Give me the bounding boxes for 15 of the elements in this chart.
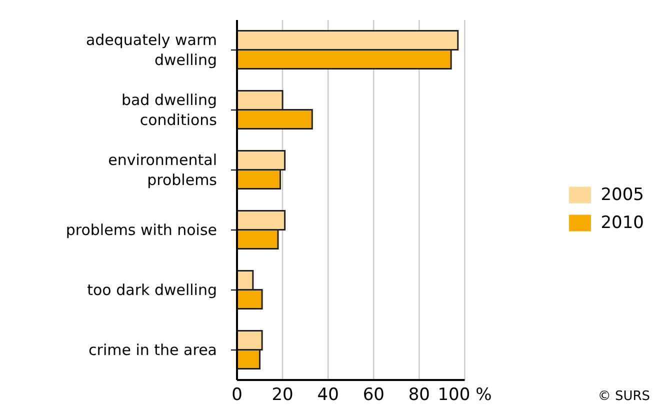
x-tick-label: 60 (362, 385, 384, 406)
y-tick-label: bad dwelling conditions (121, 91, 218, 129)
y-tick-label: crime in the area (88, 341, 217, 359)
legend-label: 2010 (600, 213, 644, 233)
y-tick-label: too dark dwelling (87, 281, 217, 299)
text: © SURS (598, 389, 650, 404)
y-tick-label: adequately warm dwelling (86, 31, 217, 69)
x-tick-label: 0 (232, 385, 242, 406)
x-tick-label: 80 (408, 385, 430, 406)
y-tick-label: problems with noise (66, 221, 217, 239)
x-tick-label: 40 (317, 385, 339, 406)
legend-label: 2005 (600, 185, 644, 205)
x-tick-label: 100 % (438, 385, 492, 406)
y-tick-label: environmental problems (108, 151, 218, 189)
x-tick-label: 20 (272, 385, 294, 406)
